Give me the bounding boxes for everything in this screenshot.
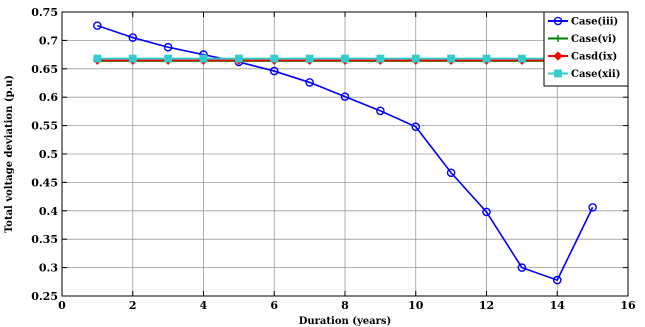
legend-label: Case(xii) (571, 69, 620, 80)
y-tick-label: 0.45 (31, 176, 58, 189)
legend-label: Case(iii) (571, 17, 618, 28)
series-case-iii- (93, 21, 597, 285)
series-line (97, 24, 594, 282)
y-tick-label: 0.4 (39, 205, 58, 218)
square-marker (270, 54, 279, 63)
square-marker (517, 54, 526, 63)
x-tick-label: 10 (408, 299, 424, 312)
x-tick-label: 2 (129, 299, 137, 312)
square-marker (199, 54, 208, 63)
x-tick-label: 16 (620, 299, 636, 312)
circle-marker (269, 66, 279, 76)
x-tick-label: 4 (200, 299, 208, 312)
square-marker (341, 54, 349, 63)
y-tick-label: 0.5 (39, 148, 58, 161)
ticks: 0 2 4 6 8 10 12 14 16 0.25 0.3 0.35 0.4 0.45 0.5 0.55 0.… (31, 6, 636, 312)
square-marker (376, 54, 385, 63)
circle-marker (517, 263, 527, 272)
circle-marker (93, 21, 102, 30)
x-tick-label: 14 (550, 299, 566, 312)
circle-marker (588, 203, 597, 212)
legend-item: Casd(ix) (548, 51, 617, 63)
circle-marker (376, 106, 385, 116)
circle-marker (340, 92, 350, 101)
square-marker (447, 54, 456, 63)
x-tick-label: 12 (479, 299, 494, 312)
x-tick-label: 8 (341, 299, 349, 312)
x-tick-label: 0 (58, 299, 66, 312)
legend-label: Case(vi) (571, 34, 617, 45)
y-tick-label: 0.55 (31, 120, 58, 133)
legend-item: Case(iii) (548, 17, 618, 28)
legend: Case(iii) Case(vi) Casd(ix) Case(xii) (543, 11, 629, 87)
x-axis-label: Duration (years) (299, 316, 392, 327)
square-marker (305, 54, 314, 63)
y-tick-label: 0.7 (39, 34, 58, 47)
y-tick-label: 0.65 (31, 63, 58, 76)
square-marker (93, 54, 102, 63)
square-marker (164, 54, 173, 63)
circle-marker (553, 16, 563, 26)
y-tick-label: 0.6 (39, 91, 58, 104)
y-tick-label: 0.25 (31, 290, 58, 303)
y-tick-label: 0.3 (39, 262, 58, 275)
legend-item: Case(xii) (548, 69, 620, 80)
y-tick-label: 0.75 (31, 6, 58, 19)
square-marker (554, 69, 562, 78)
x-tick-label: 6 (270, 299, 278, 312)
circle-marker (446, 168, 456, 178)
square-marker (482, 54, 491, 63)
square-marker (128, 54, 137, 63)
circle-marker (163, 42, 173, 52)
circle-marker (552, 275, 562, 285)
legend-item: Case(vi) (548, 34, 617, 45)
y-axis-label: Total voltage deviation (p.u) (4, 75, 15, 233)
plus-marker (554, 35, 562, 42)
diamond-marker (553, 51, 563, 61)
square-marker (411, 54, 420, 63)
circle-marker (128, 33, 138, 42)
legend-label: Casd(ix) (571, 52, 617, 63)
series-case-xii- (93, 54, 597, 63)
y-tick-label: 0.35 (31, 233, 58, 246)
circle-marker (411, 122, 421, 132)
square-marker (234, 54, 243, 63)
circle-marker (482, 207, 491, 217)
circle-marker (305, 78, 314, 87)
